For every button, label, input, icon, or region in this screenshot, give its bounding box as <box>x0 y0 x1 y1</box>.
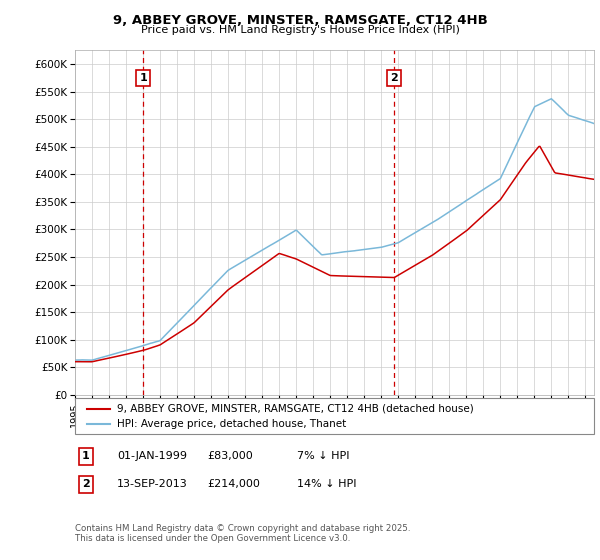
Text: 9, ABBEY GROVE, MINSTER, RAMSGATE, CT12 4HB (detached house): 9, ABBEY GROVE, MINSTER, RAMSGATE, CT12 … <box>117 404 474 413</box>
Text: 1: 1 <box>139 73 147 83</box>
Text: 2: 2 <box>390 73 398 83</box>
Text: 9, ABBEY GROVE, MINSTER, RAMSGATE, CT12 4HB: 9, ABBEY GROVE, MINSTER, RAMSGATE, CT12 … <box>113 14 487 27</box>
Text: 14% ↓ HPI: 14% ↓ HPI <box>297 479 356 489</box>
Text: £214,000: £214,000 <box>207 479 260 489</box>
Text: 2: 2 <box>82 479 89 489</box>
Text: 1: 1 <box>82 451 89 461</box>
Text: £83,000: £83,000 <box>207 451 253 461</box>
Text: Contains HM Land Registry data © Crown copyright and database right 2025.
This d: Contains HM Land Registry data © Crown c… <box>75 524 410 543</box>
Text: 7% ↓ HPI: 7% ↓ HPI <box>297 451 349 461</box>
Text: 13-SEP-2013: 13-SEP-2013 <box>117 479 188 489</box>
Text: HPI: Average price, detached house, Thanet: HPI: Average price, detached house, Than… <box>117 419 346 429</box>
Text: Price paid vs. HM Land Registry's House Price Index (HPI): Price paid vs. HM Land Registry's House … <box>140 25 460 35</box>
Text: 01-JAN-1999: 01-JAN-1999 <box>117 451 187 461</box>
